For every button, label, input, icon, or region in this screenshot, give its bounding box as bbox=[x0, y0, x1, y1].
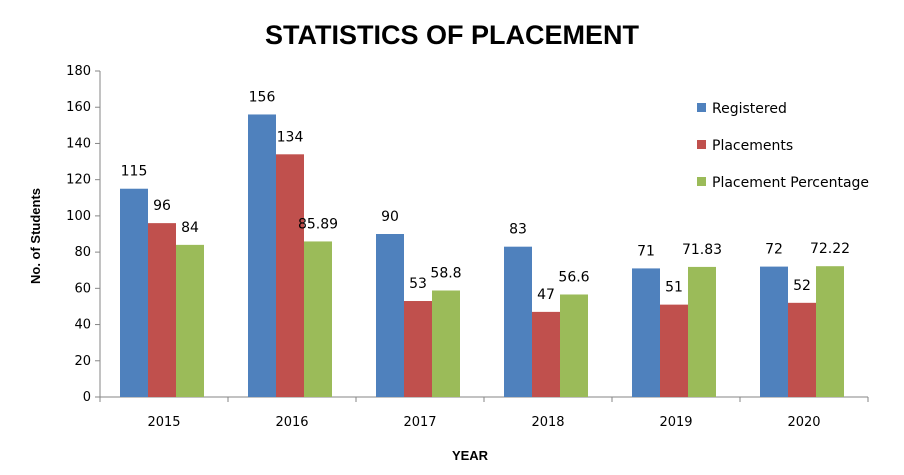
legend-swatch bbox=[697, 103, 706, 112]
data-label: 96 bbox=[153, 198, 171, 214]
x-tick-label: 2016 bbox=[275, 415, 308, 430]
bar bbox=[760, 266, 788, 397]
plot-area: 0 20 40 60 80 100 120 140 160 180 2015 2016 2017 2018… bbox=[66, 64, 869, 430]
x-axis-title: YEAR bbox=[452, 448, 489, 463]
bar bbox=[688, 266, 716, 397]
bar bbox=[276, 154, 304, 397]
x-tick-label: 2015 bbox=[147, 415, 180, 430]
bar bbox=[248, 114, 276, 397]
y-tick-label: 60 bbox=[74, 281, 91, 296]
bar bbox=[504, 246, 532, 397]
x-tick-label: 2020 bbox=[787, 415, 820, 430]
y-tick-label: 80 bbox=[74, 245, 91, 260]
data-label: 84 bbox=[181, 220, 199, 236]
y-tick-label: 0 bbox=[83, 390, 91, 405]
bar bbox=[788, 302, 816, 397]
bar bbox=[560, 294, 588, 397]
bar bbox=[432, 290, 460, 397]
legend-swatch bbox=[697, 140, 706, 149]
data-label: 47 bbox=[537, 287, 555, 303]
data-label: 71 bbox=[637, 243, 655, 259]
data-label: 53 bbox=[409, 276, 427, 292]
legend-label: Placement Percentage bbox=[712, 175, 869, 191]
data-label: 156 bbox=[249, 89, 276, 105]
y-tick-label: 20 bbox=[74, 354, 91, 369]
legend-swatch bbox=[697, 177, 706, 186]
y-tick-label: 160 bbox=[66, 100, 91, 115]
bar bbox=[120, 188, 148, 397]
data-label: 58.8 bbox=[430, 266, 461, 282]
y-tick-label: 180 bbox=[66, 64, 91, 79]
data-label: 72 bbox=[765, 242, 783, 258]
legend-label: Registered bbox=[712, 101, 787, 117]
legend-label: Placements bbox=[712, 138, 793, 154]
data-label: 134 bbox=[277, 129, 304, 145]
bar bbox=[532, 311, 560, 397]
data-label: 90 bbox=[381, 209, 399, 225]
bar bbox=[176, 244, 204, 397]
y-axis-title: No. of Students bbox=[28, 188, 43, 284]
legend: Registered Placements Placement Percentage bbox=[697, 101, 869, 191]
data-label: 56.6 bbox=[558, 269, 589, 285]
chart-title: STATISTICS OF PLACEMENT bbox=[265, 20, 639, 50]
data-label: 71.83 bbox=[682, 242, 722, 258]
data-label: 115 bbox=[121, 164, 148, 180]
bar bbox=[304, 241, 332, 397]
bar bbox=[816, 266, 844, 397]
data-label: 83 bbox=[509, 222, 527, 238]
data-label: 85.89 bbox=[298, 216, 338, 232]
bar bbox=[148, 223, 176, 397]
x-tick-label: 2017 bbox=[403, 415, 436, 430]
bar bbox=[376, 234, 404, 397]
bar bbox=[660, 304, 688, 397]
data-label: 72.22 bbox=[810, 241, 850, 257]
y-tick-label: 40 bbox=[74, 318, 91, 333]
bar bbox=[632, 268, 660, 397]
y-tick-label: 140 bbox=[66, 136, 91, 151]
data-label: 52 bbox=[793, 278, 811, 294]
x-tick-label: 2019 bbox=[659, 415, 692, 430]
y-tick-label: 100 bbox=[66, 209, 91, 224]
y-tick-label: 120 bbox=[66, 173, 91, 188]
bar bbox=[404, 301, 432, 397]
x-tick-label: 2018 bbox=[531, 415, 564, 430]
data-label: 51 bbox=[665, 280, 683, 296]
